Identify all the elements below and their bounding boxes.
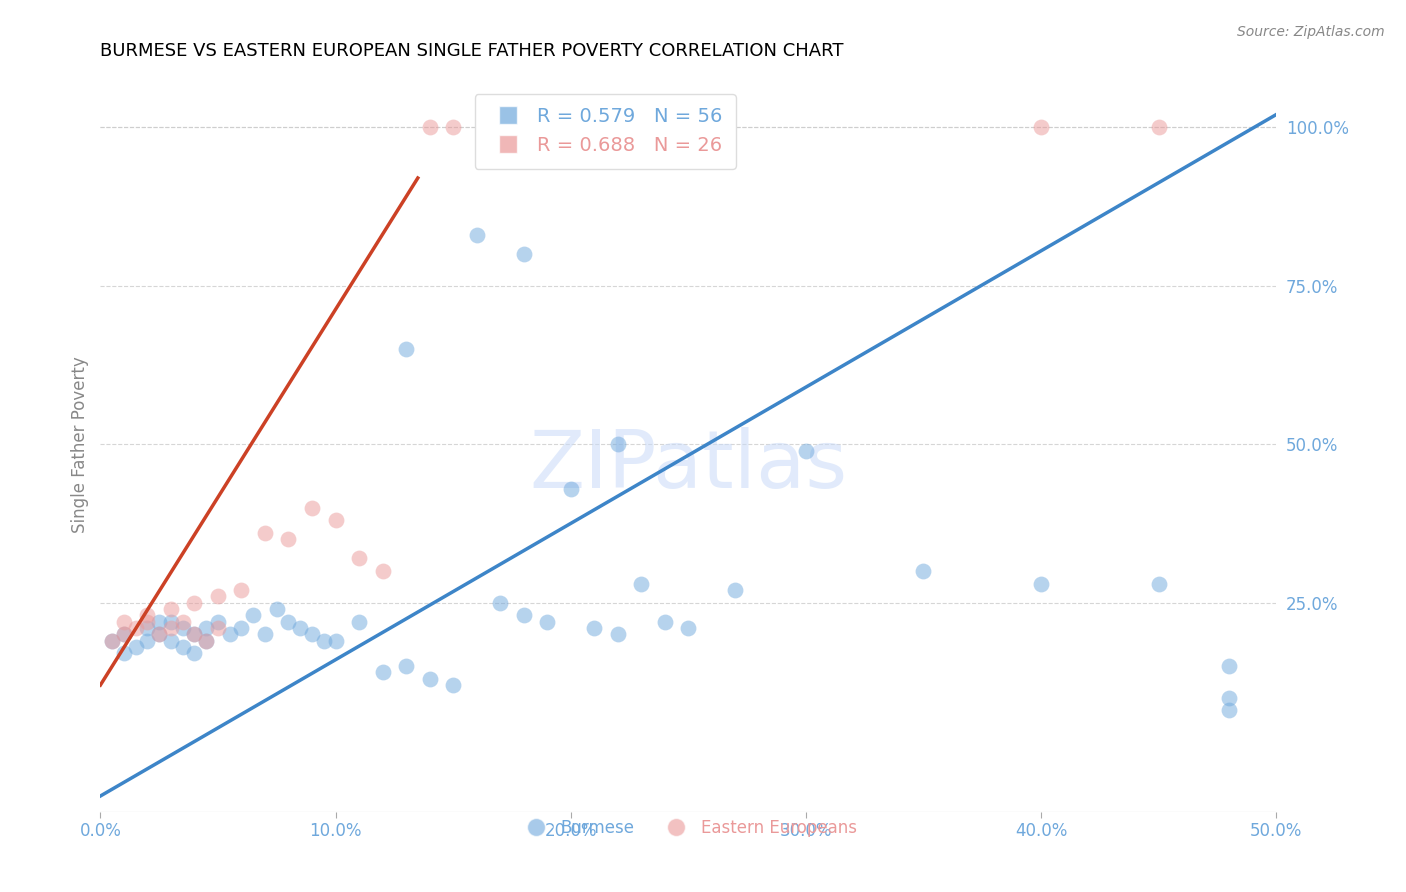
Point <box>489 596 512 610</box>
Point <box>183 627 205 641</box>
Point <box>325 513 347 527</box>
Point <box>207 615 229 629</box>
Point <box>371 665 394 680</box>
Point <box>112 627 135 641</box>
Text: Source: ZipAtlas.com: Source: ZipAtlas.com <box>1237 25 1385 39</box>
Point <box>536 615 558 629</box>
Point <box>290 621 312 635</box>
Text: ZIPatlas: ZIPatlas <box>529 427 848 505</box>
Point <box>195 621 218 635</box>
Point <box>124 621 146 635</box>
Point <box>172 640 194 654</box>
Point <box>583 120 606 135</box>
Point <box>207 621 229 635</box>
Point <box>1147 120 1170 135</box>
Point <box>1218 659 1240 673</box>
Point <box>1218 690 1240 705</box>
Point <box>1147 576 1170 591</box>
Point <box>172 621 194 635</box>
Point <box>583 621 606 635</box>
Point <box>347 615 370 629</box>
Point <box>148 627 170 641</box>
Point <box>419 672 441 686</box>
Point <box>195 633 218 648</box>
Point <box>148 615 170 629</box>
Point <box>371 564 394 578</box>
Point <box>101 633 124 648</box>
Point <box>183 596 205 610</box>
Point <box>676 621 699 635</box>
Point <box>183 647 205 661</box>
Point <box>136 633 159 648</box>
Point <box>465 228 488 243</box>
Point <box>301 500 323 515</box>
Point <box>560 120 582 135</box>
Point <box>1029 576 1052 591</box>
Point <box>606 437 628 451</box>
Y-axis label: Single Father Poverty: Single Father Poverty <box>72 356 89 533</box>
Point <box>183 627 205 641</box>
Point <box>606 627 628 641</box>
Point <box>560 482 582 496</box>
Point <box>419 120 441 135</box>
Point <box>512 608 534 623</box>
Point <box>160 615 183 629</box>
Point <box>277 615 299 629</box>
Text: BURMESE VS EASTERN EUROPEAN SINGLE FATHER POVERTY CORRELATION CHART: BURMESE VS EASTERN EUROPEAN SINGLE FATHE… <box>100 42 844 60</box>
Point <box>312 633 335 648</box>
Point <box>207 590 229 604</box>
Point <box>325 633 347 648</box>
Point <box>231 621 253 635</box>
Point <box>231 582 253 597</box>
Point <box>112 627 135 641</box>
Point <box>148 627 170 641</box>
Point <box>242 608 264 623</box>
Point <box>101 633 124 648</box>
Point <box>794 443 817 458</box>
Point <box>136 608 159 623</box>
Point <box>112 615 135 629</box>
Point <box>277 533 299 547</box>
Point <box>160 621 183 635</box>
Point <box>441 120 464 135</box>
Point <box>301 627 323 641</box>
Point <box>606 120 628 135</box>
Point <box>441 678 464 692</box>
Point <box>266 602 288 616</box>
Point <box>136 621 159 635</box>
Point <box>912 564 935 578</box>
Point <box>253 627 276 641</box>
Point <box>136 615 159 629</box>
Point <box>395 342 418 356</box>
Point <box>1029 120 1052 135</box>
Point <box>172 615 194 629</box>
Point <box>218 627 240 641</box>
Point <box>112 647 135 661</box>
Point <box>654 615 676 629</box>
Point <box>195 633 218 648</box>
Point <box>630 576 652 591</box>
Point <box>395 659 418 673</box>
Legend: Burmese, Eastern Europeans: Burmese, Eastern Europeans <box>512 813 865 844</box>
Point <box>160 633 183 648</box>
Point <box>253 526 276 541</box>
Point <box>724 582 747 597</box>
Point <box>512 247 534 261</box>
Point <box>124 640 146 654</box>
Point <box>347 551 370 566</box>
Point <box>1218 703 1240 717</box>
Point <box>160 602 183 616</box>
